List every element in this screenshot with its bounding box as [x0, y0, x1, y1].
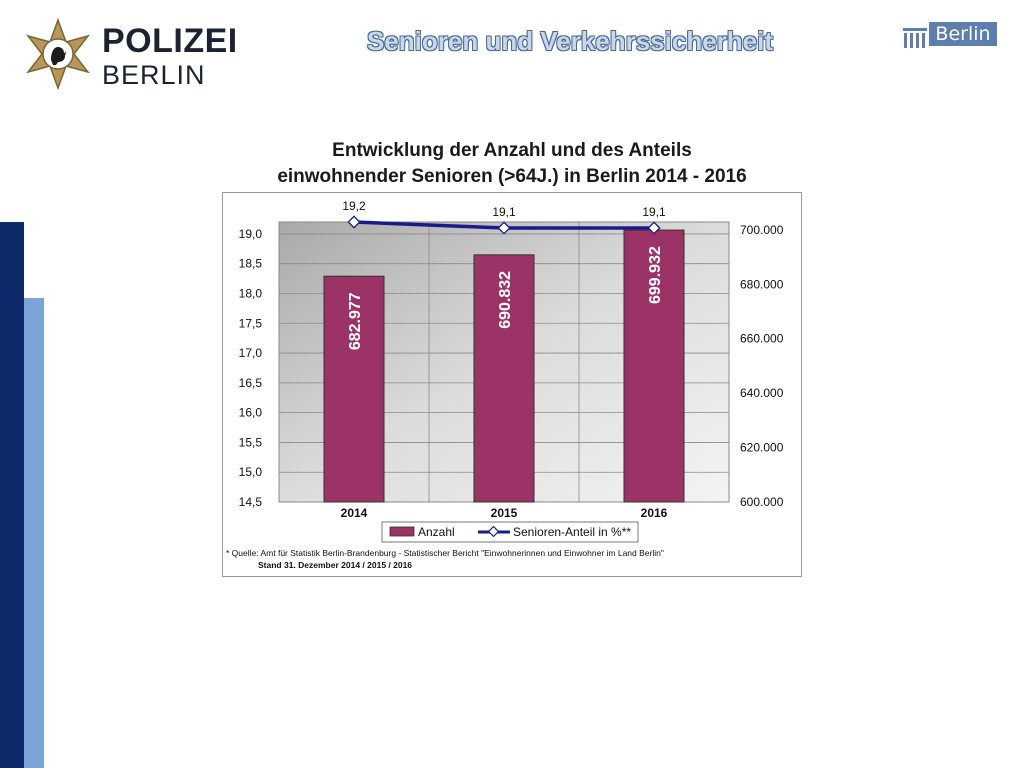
source-footnote: * Quelle: Amt für Statistik Berlin-Brand… — [226, 548, 664, 558]
polizei-berlin-logo: POLIZEI BERLIN — [22, 18, 237, 94]
line-data-label: 19,1 — [642, 205, 666, 219]
left-axis-tick-label: 16,5 — [239, 376, 263, 390]
right-axis-tick-label: 640.000 — [740, 386, 784, 400]
chart-title: Entwicklung der Anzahl und des Anteils e… — [222, 138, 802, 190]
line-point — [347, 215, 361, 229]
x-axis-category-label: 2016 — [641, 506, 668, 520]
left-axis-tick-label: 15,0 — [239, 465, 263, 479]
side-accent-light — [24, 298, 44, 768]
left-axis-tick-label: 15,5 — [239, 435, 263, 449]
logo-word-berlin: BERLIN — [102, 60, 206, 90]
bar-data-label: 690.832 — [497, 271, 514, 329]
side-accent-dark — [0, 222, 24, 768]
legend-swatch-anzahl — [389, 526, 415, 537]
bar-data-label: 699.932 — [647, 246, 664, 304]
x-axis-category-label: 2014 — [341, 506, 368, 520]
source-date: Stand 31. Dezember 2014 / 2015 / 2016 — [258, 560, 412, 570]
left-axis-tick-label: 14,5 — [239, 495, 263, 509]
bar-anzahl — [323, 275, 385, 503]
legend-swatch-marker — [487, 525, 500, 538]
left-axis-tick-label: 18,5 — [239, 257, 263, 271]
berlin-logo-text: Berlin — [929, 22, 997, 46]
senior-population-chart: 682.977 690.832 699.932 19,2 19,1 19,1 19,0 1… — [222, 192, 802, 577]
line-point — [497, 221, 511, 235]
bar-anzahl — [473, 254, 535, 503]
chart-title-line-2: einwohnender Senioren (>64J.) in Berlin … — [277, 166, 747, 187]
logo-word-polizei: POLIZEI — [102, 22, 238, 60]
left-axis-tick-label: 18,0 — [239, 286, 263, 300]
right-axis-tick-label: 700.000 — [740, 223, 784, 237]
left-axis-tick-label: 17,0 — [239, 346, 263, 360]
right-axis-tick-label: 620.000 — [740, 441, 784, 455]
legend-label-anteil: Senioren-Anteil in %** — [513, 525, 631, 539]
x-axis-category-label: 2015 — [491, 506, 518, 520]
right-axis-tick-label: 680.000 — [740, 277, 784, 291]
police-star-bear-icon — [26, 18, 90, 90]
left-axis-tick-label: 19,0 — [239, 227, 263, 241]
bar-anzahl — [623, 229, 685, 503]
slide-title: Senioren und Verkehrssicherheit — [366, 26, 774, 56]
right-axis-tick-label: 660.000 — [740, 332, 784, 346]
legend-label-anzahl: Anzahl — [418, 525, 455, 539]
line-data-label: 19,1 — [492, 205, 516, 219]
bar-data-label: 682.977 — [347, 292, 364, 350]
berlin-logo: Berlin — [903, 22, 997, 52]
left-axis-tick-label: 16,0 — [239, 406, 263, 420]
left-axis-tick-label: 17,5 — [239, 316, 263, 330]
chart-legend: Anzahl Senioren-Anteil in %** — [381, 521, 639, 543]
line-point — [647, 221, 661, 235]
chart-title-line-1: Entwicklung der Anzahl und des Anteils — [332, 140, 692, 161]
right-axis-tick-label: 600.000 — [740, 495, 784, 509]
brandenburg-gate-icon — [903, 28, 927, 48]
line-data-label: 19,2 — [342, 199, 366, 213]
